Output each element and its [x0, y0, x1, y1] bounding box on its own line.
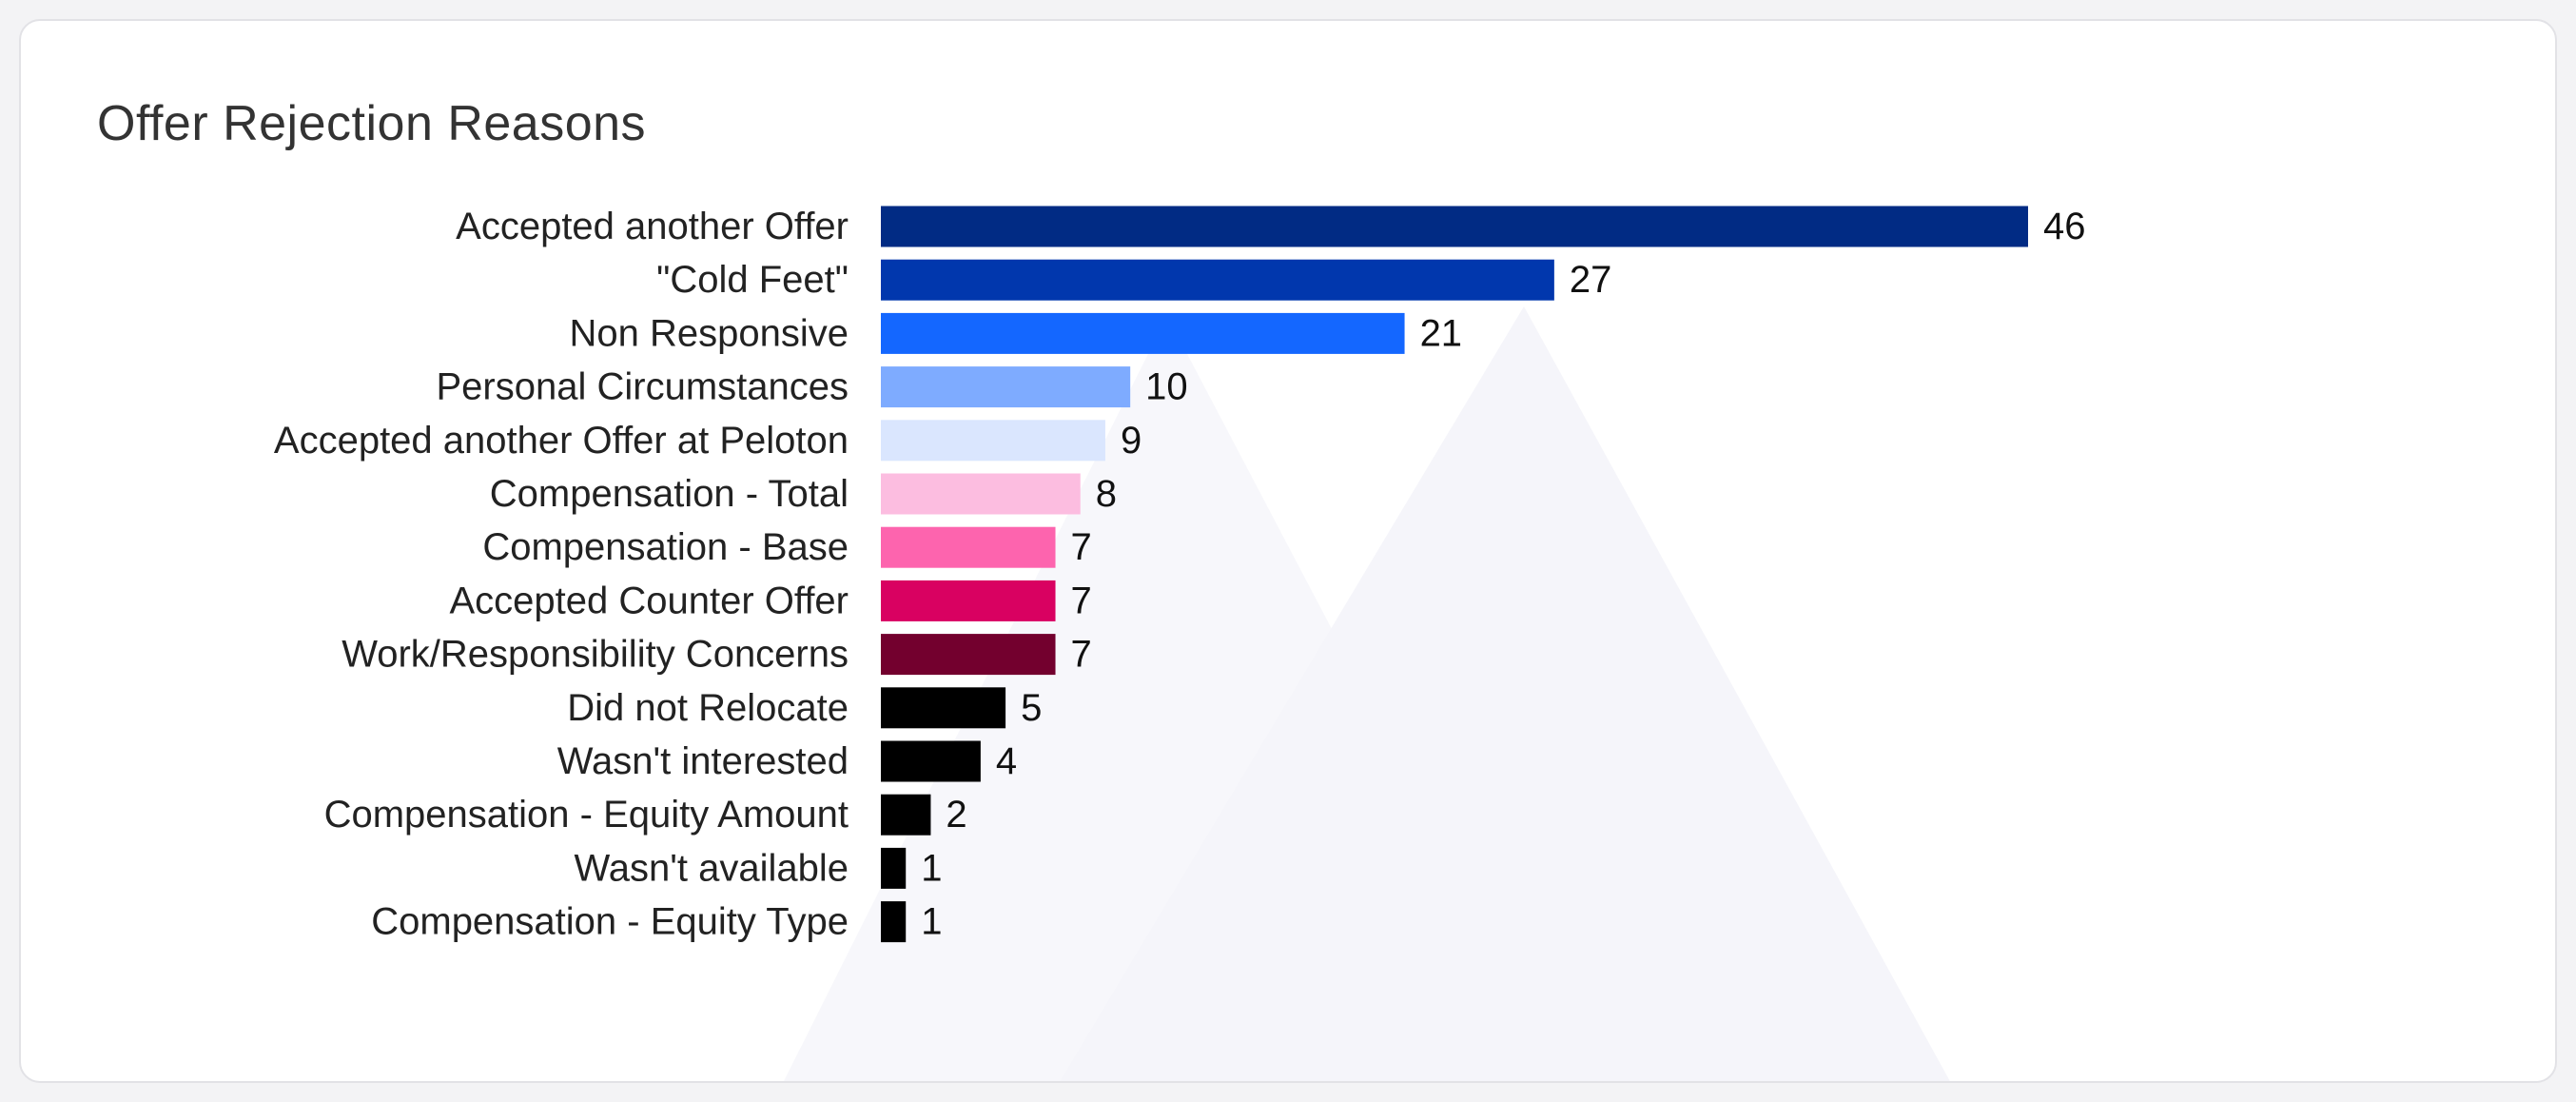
category-label: Wasn't interested	[557, 740, 849, 782]
bar-chart: Accepted another Offer 46"Cold Feet" 27Non…	[274, 206, 2086, 943]
value-label: 1	[921, 901, 942, 943]
bar[interactable]	[881, 312, 1405, 354]
bar[interactable]	[881, 634, 1056, 676]
category-label: Did not Relocate	[567, 687, 849, 729]
value-label: 7	[1071, 526, 1092, 568]
value-label: 5	[1021, 687, 1042, 729]
category-label: Personal Circumstances	[437, 366, 849, 408]
value-label: 10	[1145, 366, 1188, 408]
value-label: 1	[921, 847, 942, 889]
category-label: Compensation - Base	[482, 526, 849, 568]
value-label: 2	[946, 794, 966, 836]
category-label: Compensation - Equity Amount	[324, 794, 849, 836]
category-label: Wasn't available	[574, 847, 849, 889]
category-label: Non Responsive	[570, 312, 849, 354]
bar[interactable]	[881, 687, 1006, 729]
value-label: 4	[996, 740, 1017, 782]
category-label: Compensation - Total	[490, 473, 849, 515]
value-label: 8	[1096, 473, 1117, 515]
bar[interactable]	[881, 901, 907, 943]
bar[interactable]	[881, 420, 1105, 462]
value-label: 46	[2043, 206, 2086, 247]
bar[interactable]	[881, 366, 1131, 408]
category-label: "Cold Feet"	[656, 259, 849, 301]
bar[interactable]	[881, 740, 981, 782]
value-label: 9	[1121, 420, 1142, 462]
bar[interactable]	[881, 259, 1554, 301]
value-label: 21	[1420, 312, 1463, 354]
category-label: Compensation - Equity Type	[371, 901, 849, 943]
value-label: 27	[1570, 259, 1612, 301]
bar[interactable]	[881, 847, 907, 889]
bar[interactable]	[881, 526, 1056, 568]
bar[interactable]	[881, 206, 2028, 247]
chart-card: Offer Rejection Reasons Accepted another…	[19, 19, 2557, 1083]
bar[interactable]	[881, 580, 1056, 621]
bar[interactable]	[881, 794, 931, 836]
category-label: Accepted Counter Offer	[450, 580, 849, 621]
bar[interactable]	[881, 473, 1081, 515]
category-label: Accepted another Offer	[456, 206, 849, 247]
category-label: Accepted another Offer at Peloton	[274, 420, 849, 462]
chart-title: Offer Rejection Reasons	[97, 96, 647, 151]
value-label: 7	[1071, 634, 1092, 676]
value-label: 7	[1071, 580, 1092, 621]
category-label: Work/Responsibility Concerns	[342, 634, 849, 676]
